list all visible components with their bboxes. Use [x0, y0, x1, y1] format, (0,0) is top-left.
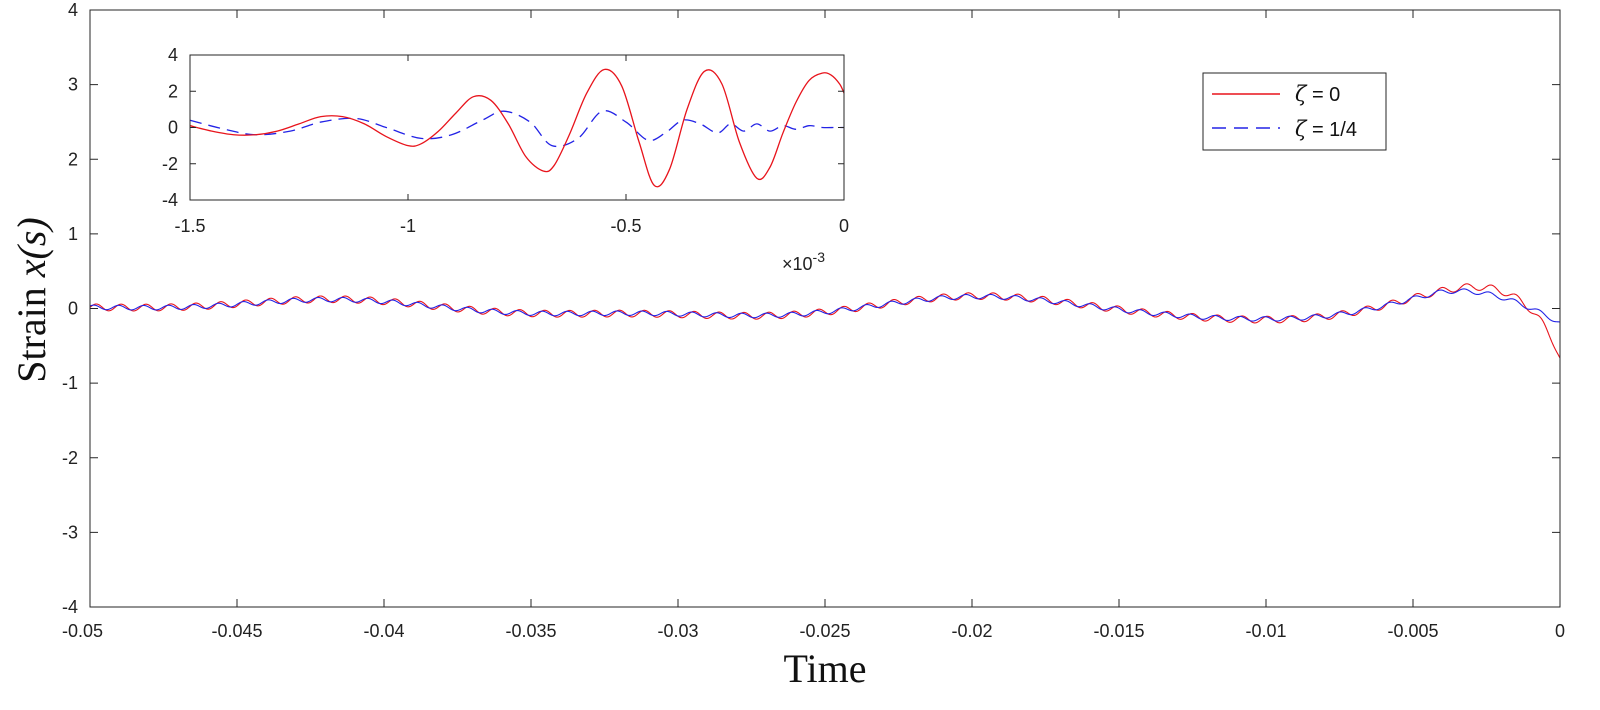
main-x-tick-label: -0.03 [657, 621, 698, 641]
legend-entry-zeta-quarter: ζ = 1/4 [1295, 117, 1357, 141]
main-y-tick-label: -2 [62, 448, 78, 468]
main-x-tick-label: -0.01 [1245, 621, 1286, 641]
inset-plot: -1.5 -1 -0.5 0 -4 -2 0 2 4 ×10-3 [162, 45, 849, 274]
inset-series-zeta-quarter [189, 110, 844, 148]
main-y-ticks: -4 -3 -2 -1 0 1 2 3 4 [62, 0, 1560, 617]
inset-x-tick-label: -1 [400, 216, 416, 236]
inset-x-tick-label: 0 [839, 216, 849, 236]
inset-x-multiplier-base: ×10 [782, 254, 813, 274]
main-y-tick-label: -1 [62, 373, 78, 393]
inset-y-ticks: -4 -2 0 2 4 [162, 45, 844, 210]
main-y-tick-label: 3 [68, 75, 78, 95]
inset-x-multiplier: ×10-3 [782, 249, 825, 274]
legend: ζ = 0 ζ = 1/4 [1202, 72, 1387, 151]
main-x-tick-label: -0.025 [799, 621, 850, 641]
inset-x-tick-label: -1.5 [174, 216, 205, 236]
y-axis-label-math: x(s) [9, 217, 54, 278]
legend-symbol-zeta-quarter: ζ [1295, 117, 1308, 141]
inset-series-zeta-0 [189, 68, 845, 188]
inset-x-tick-label: -0.5 [610, 216, 641, 236]
main-x-tick-label: -0.005 [1387, 621, 1438, 641]
main-y-tick-label: -3 [62, 522, 78, 542]
inset-y-tick-label: -4 [162, 190, 178, 210]
main-y-tick-label: 1 [68, 224, 78, 244]
x-axis-label: Time [783, 646, 866, 691]
main-x-tick-label: 0 [1555, 621, 1565, 641]
svg-text:Strainx(s): Strain x(s) [9, 217, 54, 383]
main-x-tick-label: -0.015 [1093, 621, 1144, 641]
main-x-tick-label: -0.05 [62, 621, 103, 641]
main-x-tick-label: -0.04 [363, 621, 404, 641]
main-x-tick-label: -0.02 [951, 621, 992, 641]
legend-label-zeta-0: = 0 [1306, 84, 1340, 106]
main-series-group [89, 283, 1561, 359]
inset-series-group [189, 68, 845, 188]
legend-box [1202, 72, 1387, 151]
main-x-tick-label: -0.035 [505, 621, 556, 641]
inset-y-tick-label: 2 [168, 81, 178, 101]
inset-y-tick-label: -2 [162, 154, 178, 174]
main-y-tick-label: 2 [68, 149, 78, 169]
main-y-tick-label: 0 [68, 299, 78, 319]
inset-y-tick-label: 4 [168, 45, 178, 65]
main-x-tick-label: -0.045 [211, 621, 262, 641]
y-axis-label: Strain x(s) [9, 217, 54, 383]
inset-x-ticks: -1.5 -1 -0.5 0 [174, 55, 849, 236]
main-x-ticks: -0.05 -0.045 -0.04 -0.035 -0.03 -0.025 -0.02 -0… [62, 10, 1565, 641]
main-plot: -0.05 -0.045 -0.04 -0.035 -0.03 -0.025 -0.02 -0… [9, 0, 1565, 691]
inset-y-tick-label: 0 [168, 118, 178, 138]
inset-x-multiplier-exp: -3 [813, 249, 826, 265]
legend-label-zeta-quarter: = 1/4 [1306, 119, 1357, 141]
y-axis-label-text: Strain [9, 287, 54, 383]
main-series-zeta-quarter [89, 288, 1561, 323]
main-y-tick-label: 4 [68, 0, 78, 20]
main-y-tick-label: -4 [62, 597, 78, 617]
legend-entry-zeta-0: ζ = 0 [1295, 82, 1340, 106]
legend-symbol-zeta-0: ζ [1295, 82, 1308, 106]
main-series-zeta-0 [89, 283, 1561, 359]
